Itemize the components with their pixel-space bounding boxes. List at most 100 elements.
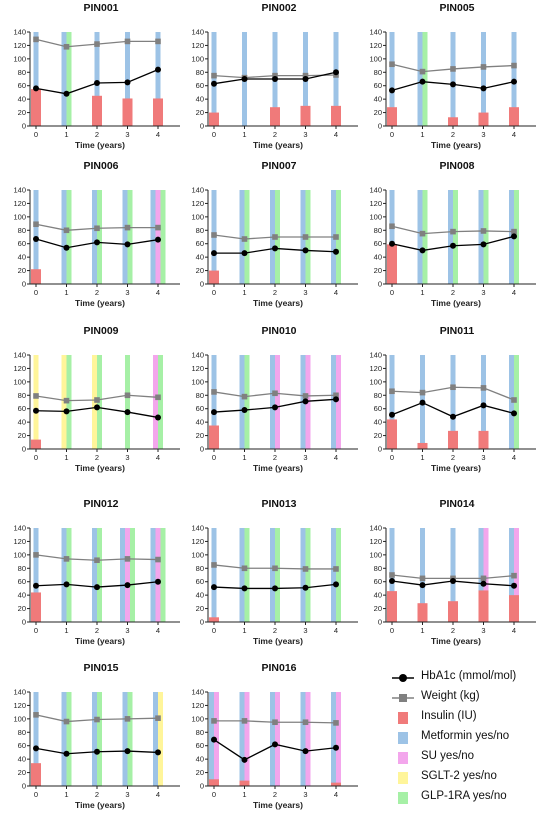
medication-bar-metformin — [211, 355, 217, 449]
medication-bar-metformin — [120, 528, 125, 622]
legend-item-weight: Weight (kg) — [392, 688, 542, 708]
y-tick-label: 80 — [196, 564, 204, 573]
weight-point — [33, 36, 39, 43]
weight-point — [419, 575, 426, 582]
y-tick-label: 140 — [191, 28, 204, 37]
medication-bar-metformin — [389, 32, 395, 126]
panel-title: PIN015 — [83, 662, 118, 674]
weight-point — [33, 552, 39, 558]
y-tick-label: 40 — [196, 755, 204, 764]
y-tick-label: 120 — [13, 41, 26, 50]
x-tick-label: 1 — [420, 626, 424, 635]
weight-point — [511, 228, 517, 235]
hba1c-point — [480, 580, 487, 587]
hba1c-point — [241, 756, 248, 763]
insulin-bar — [448, 430, 458, 449]
y-tick-label: 140 — [191, 351, 204, 360]
x-tick-label: 3 — [481, 130, 485, 139]
medication-bar-metformin — [420, 528, 425, 622]
x-tick-label: 0 — [390, 130, 394, 139]
medication-bar-metformin — [122, 190, 128, 284]
legend-item-su: SU yes/no — [392, 748, 542, 768]
x-tick-label: 2 — [95, 288, 99, 297]
hba1c-point — [155, 66, 161, 73]
medication-bar-metformin — [122, 692, 128, 786]
y-tick-label: 140 — [369, 186, 382, 195]
y-tick-label: 80 — [196, 391, 204, 400]
legend-label: HbA1c (mmol/mol) — [421, 670, 517, 682]
medication-bar-metformin — [150, 528, 156, 622]
y-tick-label: 80 — [196, 728, 204, 737]
hba1c-point — [63, 244, 70, 251]
medication-bar-glp1ra — [66, 692, 72, 786]
x-tick-label: 0 — [34, 288, 38, 297]
x-axis-label: Time (years) — [253, 463, 303, 473]
x-tick-label: 4 — [156, 288, 160, 297]
y-tick-label: 0 — [200, 122, 204, 131]
panel-title: PIN010 — [261, 325, 296, 337]
hba1c-point — [333, 248, 339, 255]
weight-point — [511, 397, 517, 403]
weight-point — [419, 68, 426, 75]
hba1c-point — [124, 409, 131, 416]
legend-symbol-line-circle — [392, 674, 414, 682]
y-tick-label: 100 — [191, 377, 204, 386]
hba1c-point — [389, 578, 395, 585]
x-tick-label: 1 — [64, 288, 68, 297]
x-axis-label: Time (years) — [75, 636, 125, 646]
x-tick-label: 2 — [451, 453, 455, 462]
x-tick-label: 4 — [334, 130, 338, 139]
y-tick-label: 60 — [18, 239, 26, 248]
insulin-bar — [331, 782, 341, 786]
legend-label: Weight (kg) — [421, 690, 480, 702]
legend-label: Insulin (IU) — [421, 710, 477, 722]
hba1c-point — [302, 584, 309, 591]
medication-bar-su — [305, 692, 311, 786]
panel-pin006: PIN006 0 20 40 60 80 100 120 140 0 1 2 3 4 Time (years… — [13, 160, 180, 308]
hba1c-point — [302, 748, 309, 755]
panel-title: PIN005 — [439, 2, 474, 14]
legend-item-hba1c: HbA1c (mmol/mol) — [392, 668, 542, 688]
y-tick-label: 120 — [191, 537, 204, 546]
medication-bar-metformin — [450, 355, 456, 449]
medication-bar-metformin — [417, 190, 423, 284]
y-tick-label: 20 — [196, 266, 204, 275]
x-tick-label: 3 — [303, 453, 307, 462]
weight-point — [124, 392, 131, 399]
x-tick-label: 3 — [125, 790, 129, 799]
insulin-bar — [387, 244, 397, 284]
y-tick-label: 0 — [22, 618, 26, 627]
insulin-bar — [270, 107, 280, 126]
hba1c-point — [155, 236, 161, 243]
y-tick-label: 0 — [200, 445, 204, 454]
hba1c-point — [272, 585, 278, 592]
medication-bar-metformin — [155, 32, 161, 126]
weight-point — [33, 221, 39, 228]
insulin-bar — [31, 439, 41, 449]
x-tick-label: 2 — [273, 790, 277, 799]
y-tick-label: 140 — [13, 524, 26, 533]
x-tick-label: 2 — [273, 626, 277, 635]
x-tick-label: 1 — [64, 453, 68, 462]
y-tick-label: 60 — [18, 577, 26, 586]
hba1c-point — [241, 76, 248, 82]
panel-title: PIN002 — [261, 2, 296, 14]
medication-bar-metformin — [92, 190, 97, 284]
hba1c-point — [419, 247, 426, 254]
medication-bar-metformin — [92, 528, 97, 622]
insulin-bar — [478, 112, 489, 126]
insulin-bar — [417, 603, 428, 622]
weight-point — [94, 225, 100, 232]
hba1c-point — [511, 233, 517, 240]
weight-point — [480, 228, 487, 234]
y-tick-label: 60 — [374, 81, 382, 90]
panel-pin010: PIN010 0 20 40 60 80 100 120 140 0 1 2 3 4 Time (years… — [191, 325, 358, 473]
x-tick-label: 4 — [334, 790, 338, 799]
x-tick-label: 0 — [34, 453, 38, 462]
weight-point — [63, 397, 70, 404]
weight-point — [155, 224, 161, 231]
weight-point — [450, 66, 456, 72]
x-tick-label: 3 — [125, 130, 129, 139]
weight-point — [211, 389, 217, 395]
panel-title: PIN014 — [439, 498, 474, 510]
